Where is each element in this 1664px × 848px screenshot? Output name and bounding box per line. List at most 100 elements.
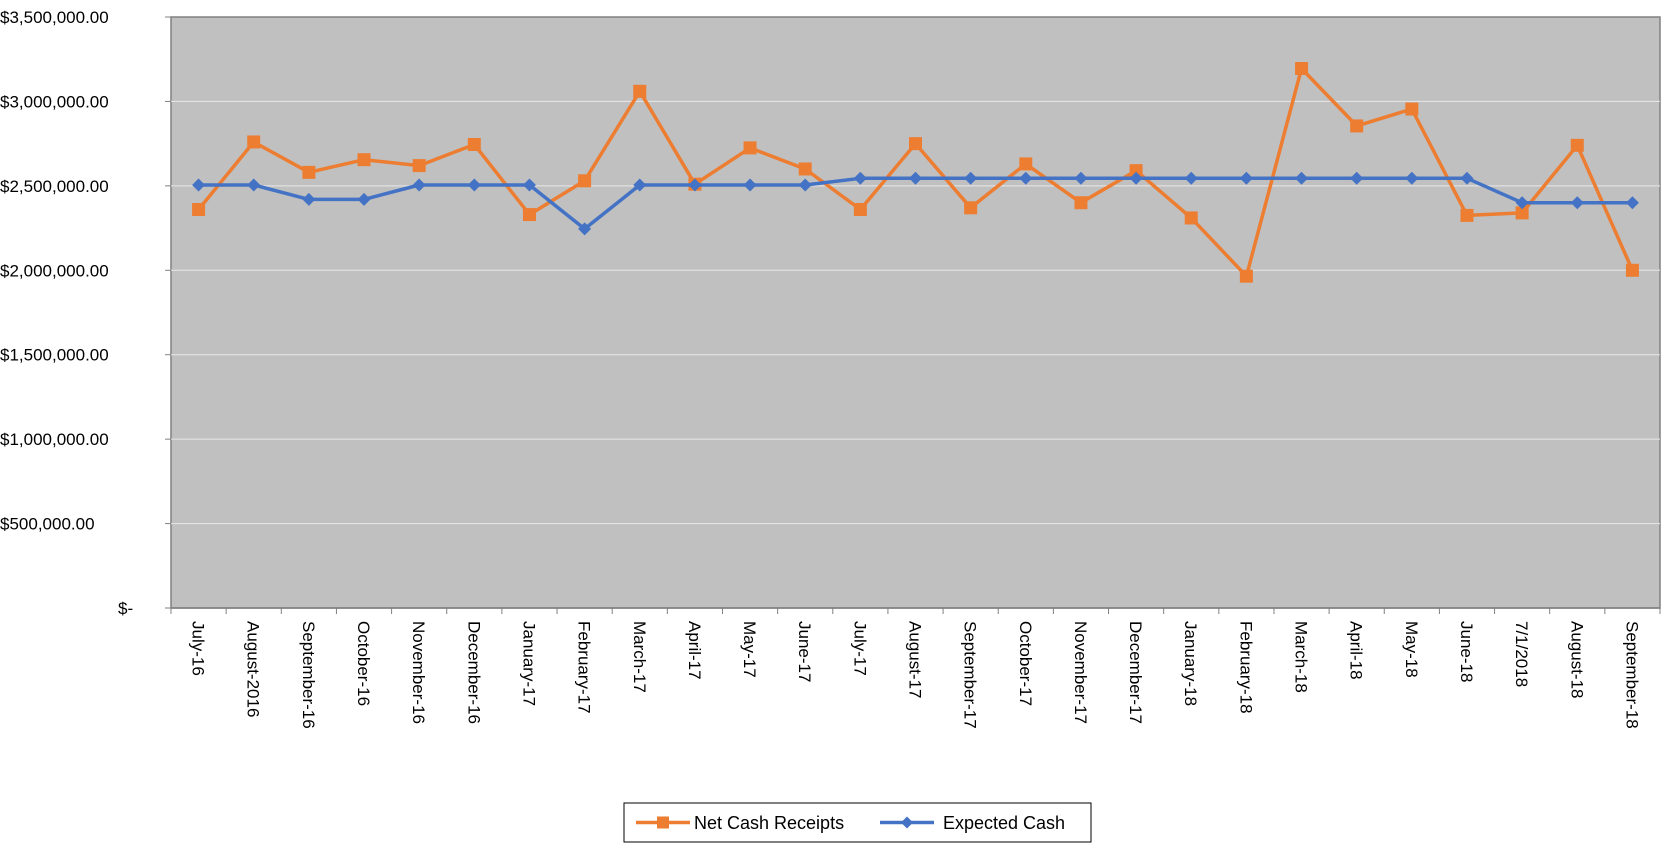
- x-tick-label: September-16: [299, 621, 318, 729]
- x-tick-label: February-18: [1236, 621, 1255, 714]
- data-point: [578, 174, 592, 188]
- data-point: [1625, 263, 1639, 277]
- plot-area: [170, 16, 1661, 609]
- x-tick-label: December-17: [1126, 621, 1145, 724]
- x-tick-label: June-18: [1457, 621, 1476, 682]
- data-point: [1515, 206, 1529, 220]
- data-point: [1184, 171, 1198, 185]
- x-tick-label: May-18: [1402, 621, 1421, 678]
- data-point: [412, 178, 426, 192]
- y-axis: $- $500,000.00 $1,000,000.00 $1,500,000.00 $…: [0, 8, 171, 618]
- x-tick-label: April-17: [685, 621, 704, 680]
- data-point: [1019, 157, 1033, 171]
- data-point: [1074, 196, 1088, 210]
- data-point: [853, 202, 867, 216]
- data-point: [1074, 171, 1088, 185]
- data-point: [1405, 102, 1419, 116]
- data-point: [578, 222, 592, 236]
- data-point: [1625, 196, 1639, 210]
- x-tick-label: May-17: [740, 621, 759, 678]
- y-tick-label: $1,500,000.00: [0, 346, 109, 365]
- data-point: [964, 171, 978, 185]
- x-tick-label: August-2016: [244, 621, 263, 717]
- x-tick-label: August-18: [1567, 621, 1586, 699]
- data-point: [357, 192, 371, 206]
- x-tick-label: March-17: [630, 621, 649, 693]
- data-point: [798, 178, 812, 192]
- y-tick-label: $1,000,000.00: [0, 430, 109, 449]
- data-point: [1350, 119, 1364, 133]
- data-point: [1515, 196, 1529, 210]
- y-tick-label: $3,500,000.00: [0, 8, 109, 27]
- x-tick-label: July-16: [189, 621, 208, 676]
- legend-label-net-cash-receipts: Net Cash Receipts: [694, 813, 844, 833]
- data-point: [909, 171, 922, 185]
- x-tick-label: January-17: [519, 621, 538, 706]
- legend-label-expected-cash: Expected Cash: [943, 813, 1065, 833]
- data-point: [412, 159, 426, 173]
- data-point: [1460, 208, 1474, 222]
- x-tick-label: August-17: [906, 621, 925, 699]
- data-point: [522, 208, 536, 222]
- data-point: [522, 178, 536, 192]
- data-point: [247, 178, 261, 192]
- series-group: [192, 62, 1639, 283]
- x-tick-label: September-17: [961, 621, 980, 729]
- data-point: [247, 135, 261, 149]
- data-point: [192, 178, 206, 192]
- x-tick-label: March-18: [1292, 621, 1311, 693]
- data-point: [467, 137, 481, 151]
- data-point: [743, 141, 757, 155]
- data-point: [1570, 196, 1584, 210]
- x-tick-label: January-18: [1181, 621, 1200, 706]
- data-point: [688, 178, 702, 192]
- data-point: [1129, 171, 1143, 185]
- y-tick-label: $3,000,000.00: [0, 92, 109, 111]
- data-point: [1570, 138, 1584, 152]
- data-point: [909, 137, 922, 151]
- data-point: [1239, 269, 1253, 283]
- data-point: [1019, 171, 1033, 185]
- x-tick-label: September-18: [1622, 621, 1641, 729]
- y-tick-label: $-: [118, 599, 133, 618]
- data-point: [1460, 171, 1474, 185]
- legend-marker-net-cash-receipts: [657, 816, 669, 829]
- data-point: [1350, 171, 1364, 185]
- data-point: [1295, 62, 1309, 76]
- x-tick-label: July-17: [850, 621, 869, 676]
- x-tick-label: 7/1/2018: [1512, 621, 1531, 687]
- data-point: [1239, 171, 1253, 185]
- data-point: [743, 178, 757, 192]
- x-tick-label: June-17: [795, 621, 814, 682]
- data-point: [1295, 171, 1309, 185]
- x-tick-label: October-16: [354, 621, 373, 706]
- x-tick-label: December-16: [464, 621, 483, 724]
- data-point: [192, 202, 206, 216]
- data-point: [302, 192, 316, 206]
- data-point: [467, 178, 481, 192]
- x-tick-label: November-17: [1071, 621, 1090, 724]
- data-point: [798, 162, 812, 176]
- x-tick-label: November-16: [409, 621, 428, 724]
- y-tick-label: $2,000,000.00: [0, 261, 109, 280]
- legend-box: [623, 802, 1092, 843]
- data-point: [1184, 211, 1198, 225]
- x-axis: July-16 August-2016 September-16 October-16…: [170, 607, 1661, 729]
- legend: Net Cash Receipts Expected Cash: [623, 802, 1092, 843]
- data-point: [853, 171, 867, 185]
- legend-marker-expected-cash: [901, 816, 913, 829]
- data-point: [633, 84, 647, 98]
- data-point: [1405, 171, 1419, 185]
- data-point: [964, 201, 978, 215]
- data-point: [633, 178, 647, 192]
- x-tick-label: February-17: [575, 621, 594, 714]
- y-tick-label: $500,000.00: [0, 515, 95, 534]
- x-tick-label: April-18: [1347, 621, 1366, 680]
- y-tick-label: $2,500,000.00: [0, 177, 109, 196]
- x-tick-label: October-17: [1016, 621, 1035, 706]
- data-point: [1129, 164, 1143, 178]
- data-point: [357, 153, 371, 167]
- data-point: [302, 165, 316, 179]
